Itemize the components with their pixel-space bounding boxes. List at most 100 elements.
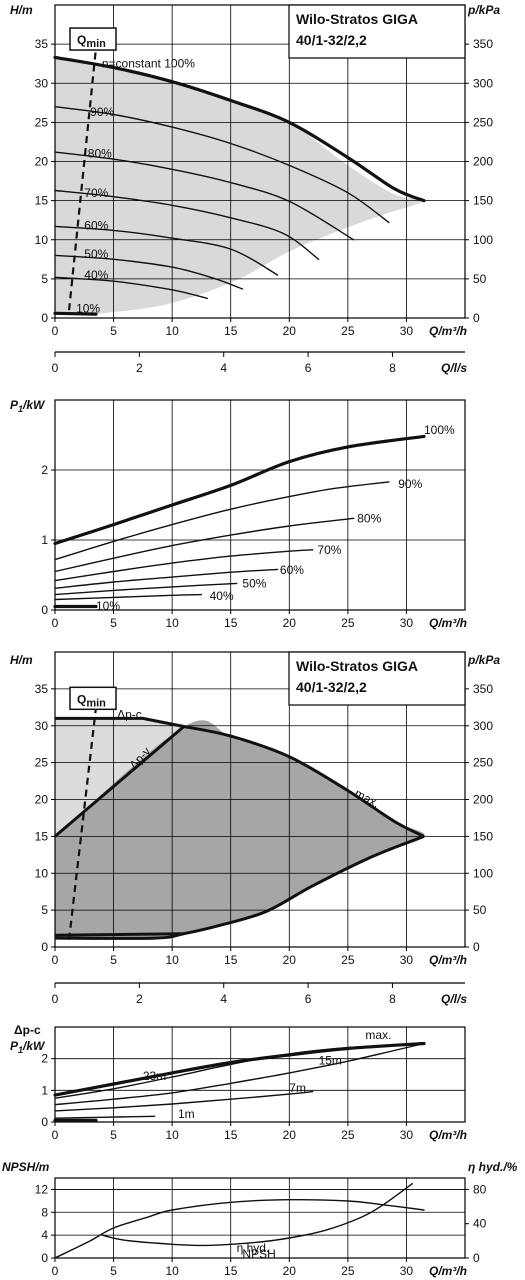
qls2-tick-label: 2 [136, 992, 143, 1006]
p2-series-label: 15m [319, 1053, 342, 1067]
hq2-x-axis-label: Q/m³/h [429, 953, 467, 967]
hq1-qmin-sub: min [86, 38, 106, 50]
hq1-y-tick-label: 15 [35, 194, 49, 208]
p1-x-tick-label: 15 [224, 616, 238, 630]
p2-y-axis-label-top: Δp-c [14, 1023, 41, 1037]
hq2-y-tick-label: 25 [35, 756, 49, 770]
hq1-series-label: 70% [84, 186, 108, 200]
p1-series-line [54, 568, 279, 589]
hq2-y-tick-label: 20 [35, 793, 49, 807]
hq2-series-line [55, 716, 185, 728]
hq1-x-tick-label: 0 [52, 324, 59, 338]
p2-series-line [53, 1041, 426, 1097]
npsh-y-axis-label: NPSH/m [2, 1160, 50, 1174]
hq2-dark-region [55, 720, 425, 939]
hq2-x-tick-label: 30 [400, 953, 414, 967]
p2-x-tick-label: 20 [283, 1128, 297, 1142]
hq2-y-tick-label: 0 [41, 940, 48, 954]
hq1-y-tick-label: 35 [35, 37, 49, 51]
hq2-x-tick-label: 25 [341, 953, 355, 967]
npsh-x-tick-label: 15 [224, 1264, 238, 1278]
p1-series-line [54, 481, 390, 561]
hq2-y2-tick-label: 150 [473, 829, 493, 843]
p1-series-line [54, 549, 314, 582]
hq1-y2-tick-label: 0 [473, 311, 480, 325]
p1-x-axis-label: Q/m³/h [429, 616, 467, 630]
hq2-series-line [54, 835, 425, 940]
npsh-series-line [54, 1198, 425, 1259]
p2-series-line [54, 1115, 156, 1119]
npsh-series-label: NPSH [242, 1247, 275, 1261]
hq2-y2-tick-label: 0 [473, 940, 480, 954]
hq1-series-label: n=constant 100% [102, 57, 195, 71]
qls2-axis-label: Q/l/s [441, 992, 467, 1006]
hq1-y2-axis-label: p/kPa [467, 3, 500, 17]
hq2-qmin-q: Q [77, 692, 86, 706]
hq1-qmin-q: Q [77, 33, 86, 47]
p1-series-label: 90% [398, 477, 422, 491]
npsh-series-label: η hyd. [237, 1241, 270, 1255]
hq1-series-label: 40% [84, 268, 108, 282]
npsh-x-axis-label: Q/m³/h [429, 1264, 467, 1278]
hq1-series-line [54, 106, 390, 224]
hq1-series-label: 50% [84, 247, 108, 261]
npsh-x-tick-label: 25 [341, 1264, 355, 1278]
hq1-y-tick-label: 0 [41, 311, 48, 325]
p1-x-tick-label: 30 [400, 616, 414, 630]
npsh-y-tick-label: 8 [41, 1205, 48, 1219]
p2-y-axis-label-part: P [10, 1039, 19, 1053]
p2-y-tick-label: 0 [41, 1115, 48, 1129]
hq2-y2-tick-label: 250 [473, 756, 493, 770]
p2-series-label: 23m [143, 1069, 166, 1083]
p1-series-line [54, 593, 203, 601]
npsh-x-tick-label: 5 [110, 1264, 117, 1278]
p2-series-line [54, 1042, 425, 1099]
p1-y-tick-label: 2 [41, 463, 48, 477]
hq1-series-line [53, 55, 426, 203]
npsh-x-tick-label: 0 [52, 1264, 59, 1278]
hq2-y2-tick-label: 350 [473, 682, 493, 696]
hq1-series-line [54, 189, 320, 260]
hq2-series-line [54, 725, 185, 838]
qls1-tick-label: 0 [52, 361, 59, 375]
hq2-series-line [183, 725, 425, 838]
p1-series-line [53, 434, 426, 546]
hq2-y2-tick-label: 50 [473, 903, 487, 917]
hq1-y2-tick-label: 350 [473, 37, 493, 51]
qls2-tick-label: 4 [220, 992, 227, 1006]
p1-x-tick-label: 10 [165, 616, 179, 630]
hq1-series-line [54, 254, 244, 290]
p2-frame [54, 1026, 466, 1123]
hq1-y-tick-label: 10 [35, 233, 49, 247]
p2-y-axis-label-part: /kW [22, 1039, 46, 1053]
npsh-y2-tick-label: 80 [473, 1182, 487, 1196]
hq1-qmin-label: Qmin [77, 33, 106, 50]
qls1-axis-label: Q/l/s [441, 361, 467, 375]
npsh-y2-tick-label: 0 [473, 1251, 480, 1265]
qls2-tick-label: 6 [305, 992, 312, 1006]
p2-x-tick-label: 5 [110, 1128, 117, 1142]
hq1-x-tick-label: 10 [165, 324, 179, 338]
hq1-qmin-line [67, 47, 98, 311]
hq1-y2-tick-label: 150 [473, 194, 493, 208]
p1-series-line [54, 582, 238, 596]
hq2-title-box [288, 651, 466, 706]
qls1-tick-label: 2 [136, 361, 143, 375]
hq1-series-line [54, 276, 208, 300]
qls1-tick-label: 4 [220, 361, 227, 375]
hq1-series-line [53, 311, 98, 316]
npsh-frame [54, 1177, 466, 1259]
hq1-x-axis-label: Q/m³/h [429, 324, 467, 338]
qls1-tick-label: 8 [389, 361, 396, 375]
p1-series-label: 10% [96, 599, 120, 613]
p1-series-label: 80% [357, 511, 381, 525]
npsh-y2-axis-label: η hyd./% [468, 1160, 518, 1174]
p1-y-axis-label: P1/kW [10, 398, 46, 414]
hq2-y2-axis-label: p/kPa [467, 653, 500, 667]
hq1-y-tick-label: 20 [35, 155, 49, 169]
hq1-x-tick-label: 30 [400, 324, 414, 338]
p2-series-line [54, 1042, 425, 1106]
hq2-qmin-box [69, 686, 117, 711]
hq1-series-label: 60% [84, 219, 108, 233]
npsh-y-tick-label: 4 [41, 1228, 48, 1242]
